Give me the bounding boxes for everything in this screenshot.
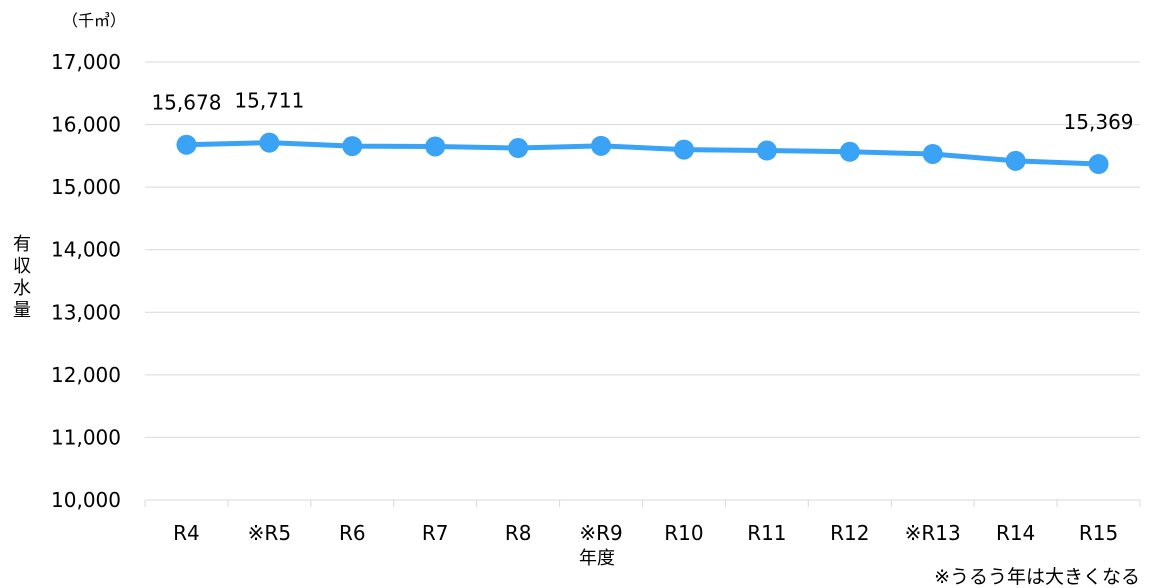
y-tick-labels: 10,000 11,000 12,000 13,000 14,000 15,000 16,0… [51,50,121,512]
data-label: 15,369 [1064,110,1134,134]
x-tick-label: ※R5 [248,521,291,545]
series-group [176,132,1109,175]
x-tick-label: R14 [996,521,1035,545]
y-axis-title-char: 量 [13,300,31,321]
data-labels: 15,678 15,711 15,369 [151,89,1133,134]
data-point [508,138,529,159]
y-tick-label: 15,000 [51,175,121,199]
data-point [259,132,280,153]
y-tick-label: 11,000 [51,425,121,449]
data-point [673,139,694,160]
x-tick-label: R8 [505,521,532,545]
data-point [591,135,612,156]
series-line [183,140,1102,167]
y-tick-label: 16,000 [51,113,121,137]
data-point [922,143,943,164]
x-tick-label: R12 [830,521,869,545]
data-label: 15,678 [151,91,221,115]
data-point [1088,154,1109,175]
leap-year-note: ※うるう年は大きくなる [934,566,1140,588]
x-tick-labels: R4 ※R5 R6 R7 R8 ※R9 R10 R11 R12 ※R13 R14 R15 [173,521,1118,545]
y-tick-label: 10,000 [51,488,121,512]
y-tick-label: 12,000 [51,363,121,387]
data-point [425,136,446,157]
x-tick-label: R15 [1079,521,1118,545]
x-axis-title: 年度 [579,548,615,569]
data-point [839,141,860,162]
unit-label: （千㎥） [62,11,126,30]
x-tick-label: R6 [339,521,366,545]
y-tick-label: 17,000 [51,50,121,74]
x-axis [144,499,1141,507]
x-tick-label: R4 [173,521,200,545]
data-point [756,140,777,161]
x-tick-label: R10 [664,521,703,545]
y-axis-title-char: 有 [13,234,31,255]
data-point [342,136,363,157]
x-tick-label: ※R9 [579,521,622,545]
data-label: 15,711 [234,89,304,113]
gridlines [145,61,1140,438]
y-axis-title-char: 水 [13,278,31,299]
data-point [176,134,197,155]
data-point [1005,150,1026,171]
x-tick-label: R11 [747,521,786,545]
y-axis-title-char: 収 [13,256,31,277]
x-tick-label: R7 [422,521,449,545]
y-tick-label: 13,000 [51,300,121,324]
y-tick-label: 14,000 [51,238,121,262]
x-tick-label: ※R13 [905,521,961,545]
